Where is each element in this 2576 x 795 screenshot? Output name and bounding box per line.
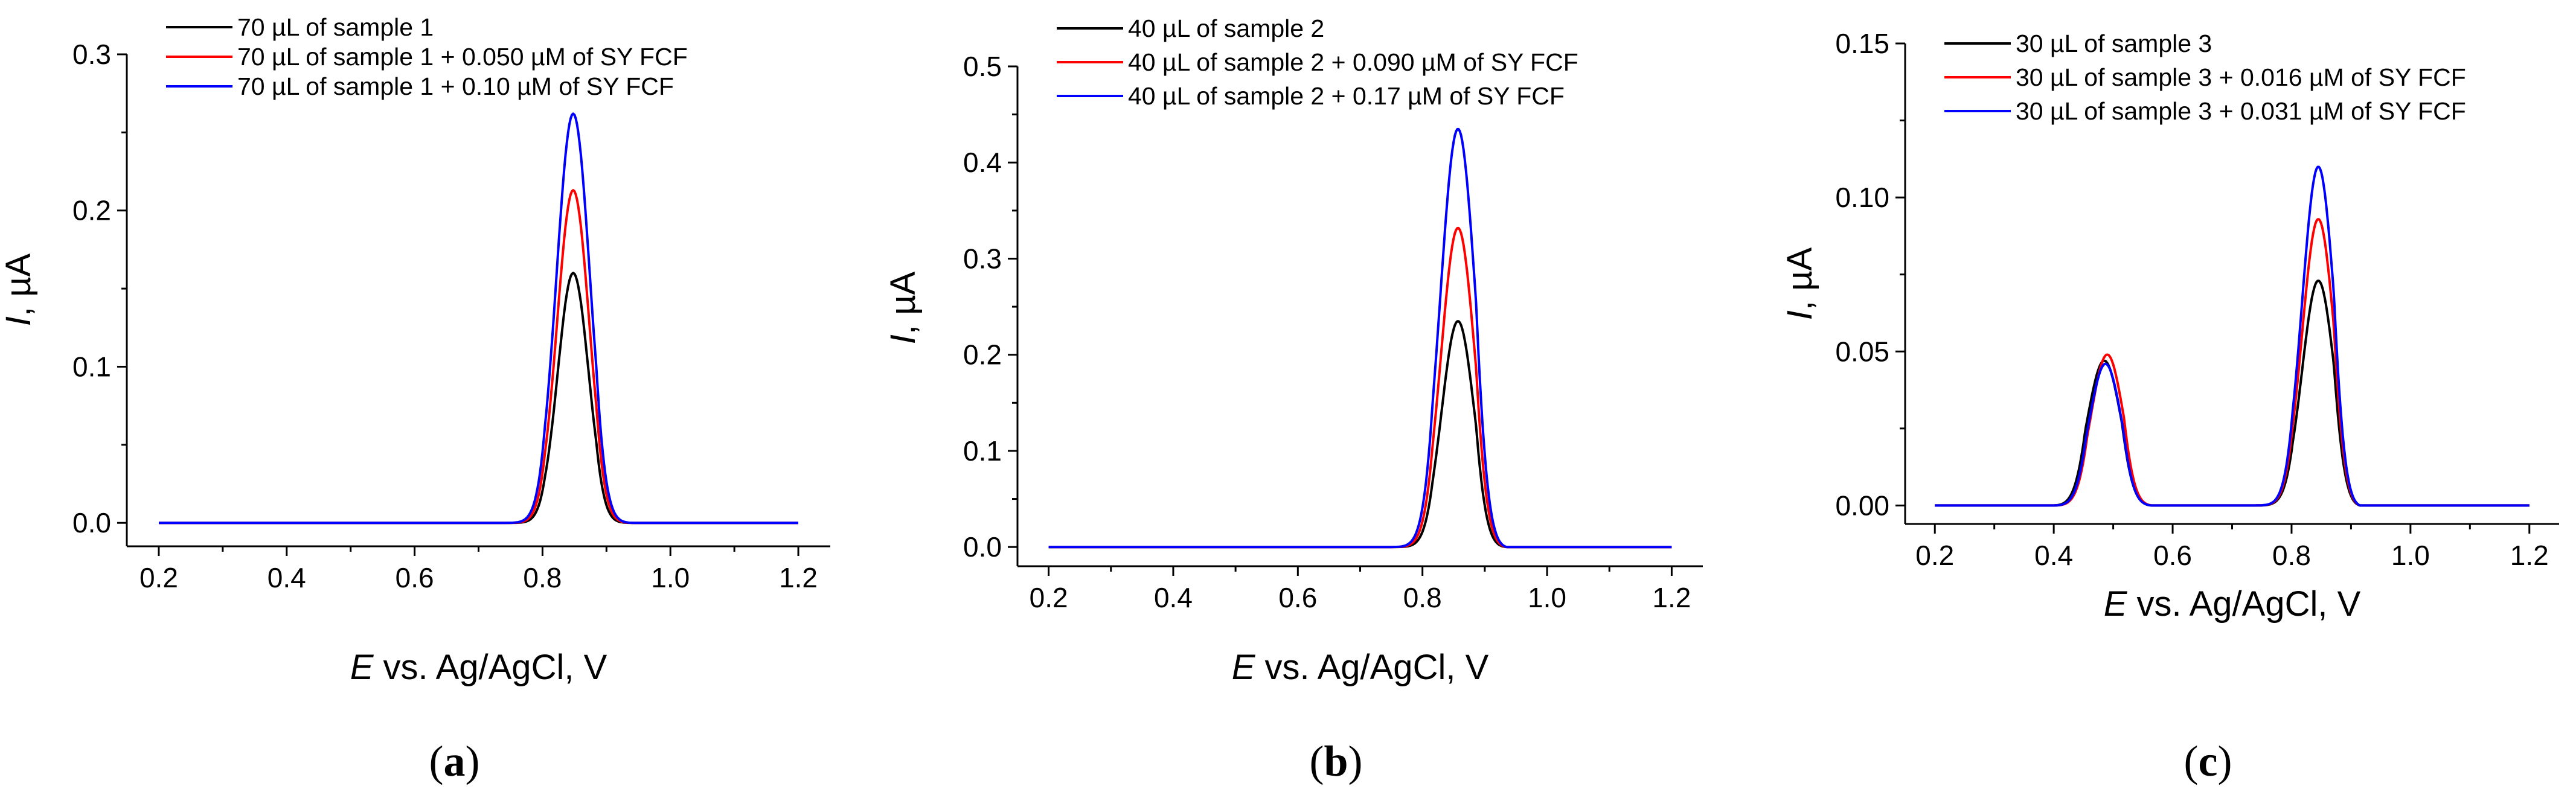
x-tick-label: 0.8 [2272,540,2311,571]
y-tick-label: 0.4 [963,147,1002,178]
x-tick-label: 0.4 [1154,582,1193,613]
y-tick-label: 0.5 [963,51,1002,82]
y-axis-title: I, µA [0,253,38,326]
y-tick-label: 0.05 [1835,336,1889,367]
legend-label-1: 40 µL of sample 2 [1128,14,1324,42]
x-tick-label: 1.2 [2510,540,2549,571]
x-tick-label: 0.6 [396,562,434,593]
legend-label-2: 70 µL of sample 1 + 0.050 µM of SY FCF [237,43,688,71]
y-tick-label: 0.15 [1835,28,1889,59]
series-line-2 [1048,226,1672,549]
y-tick-label: 0.2 [963,339,1002,371]
legend-label-1: 70 µL of sample 1 [237,13,434,41]
y-tick-label: 0.2 [72,195,111,226]
x-tick-label: 0.2 [1915,540,1954,571]
x-tick-label: 1.2 [779,562,818,593]
y-axis-title: I, µA [883,271,923,344]
x-axis-title: E vs. Ag/AgCl, V [2104,584,2361,624]
y-tick-label: 0.10 [1835,182,1889,213]
x-tick-label: 0.6 [1278,582,1317,613]
y-tick-label: 0.3 [72,39,111,70]
y-tick-label: 0.1 [72,351,111,382]
x-tick-label: 1.0 [1528,582,1566,613]
panel-label: (b) [1309,737,1362,785]
legend-label-3: 40 µL of sample 2 + 0.17 µM of SY FCF [1128,82,1565,110]
legend-label-3: 70 µL of sample 1 + 0.10 µM of SY FCF [237,72,674,100]
panel-label: (a) [429,737,480,785]
x-axis-title: E vs. Ag/AgCl, V [350,648,607,687]
series-line-1 [159,272,798,525]
x-tick-label: 0.4 [2034,540,2073,571]
y-tick-label: 0.3 [963,243,1002,274]
chart-panel-c: 0.2 0.4 0.6 0.8 1.0 1.2 0.00 0.05 0.10 0.15 E vs. … [1780,28,2559,785]
legend-label-2: 40 µL of sample 2 + 0.090 µM of SY FCF [1128,48,1578,76]
y-tick-label: 0.00 [1835,490,1889,521]
series-line-3 [1048,127,1672,549]
x-tick-label: 1.0 [2391,540,2430,571]
panel-label: (c) [2184,737,2232,785]
series-line-3 [1935,165,2530,507]
legend-label-3: 30 µL of sample 3 + 0.031 µM of SY FCF [2016,97,2466,125]
x-tick-label: 1.0 [651,562,690,593]
x-tick-label: 0.2 [1030,582,1068,613]
y-axis-title: I, µA [1780,247,1819,320]
x-tick-label: 0.4 [268,562,306,593]
series-line-1 [1935,279,2530,507]
y-tick-label: 0.0 [72,507,111,538]
series-line-3 [159,112,798,525]
chart-panel-b: 0.2 0.4 0.6 0.8 1.0 1.2 0.0 0.1 0.2 0.3 0.4 0.5 E vs… [883,14,1703,785]
legend-label-1: 30 µL of sample 3 [2016,30,2212,57]
series-line-1 [1048,320,1672,549]
chart-panel-a: 0.2 0.4 0.6 0.8 1.0 1.2 0.0 0.1 0.2 0.3 E vs. Ag/A… [0,13,830,785]
y-tick-label: 0.0 [963,531,1002,563]
y-tick-label: 0.1 [963,435,1002,467]
series-line-2 [159,189,798,525]
x-tick-label: 0.8 [1403,582,1442,613]
x-axis-title: E vs. Ag/AgCl, V [1232,648,1489,687]
x-tick-label: 1.2 [1652,582,1691,613]
series-line-2 [1935,218,2530,507]
x-tick-label: 0.8 [523,562,562,593]
x-tick-label: 0.6 [2153,540,2192,571]
legend-label-2: 30 µL of sample 3 + 0.016 µM of SY FCF [2016,63,2466,91]
x-tick-label: 0.2 [139,562,178,593]
